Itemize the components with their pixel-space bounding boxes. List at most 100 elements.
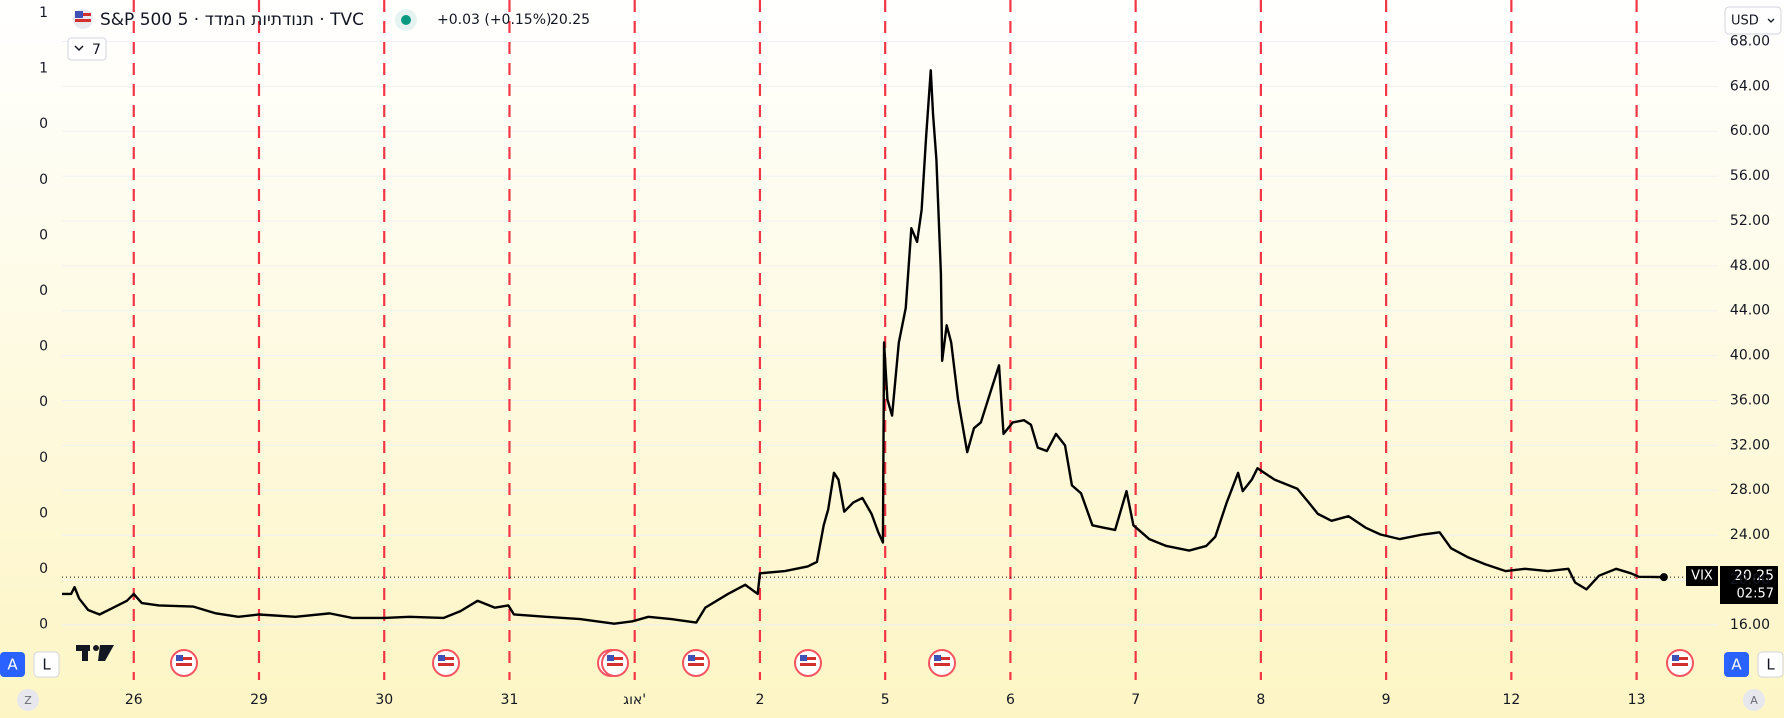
y-tick-label: 52.00: [1730, 213, 1770, 229]
left-axis-label: 0: [39, 227, 48, 243]
event-marker[interactable]: [432, 649, 460, 677]
flag-canton: [75, 11, 83, 18]
series-tag: [1686, 566, 1718, 586]
flag-stripe: [607, 663, 623, 666]
flag-canton: [438, 655, 445, 661]
button-label: A: [1750, 694, 1758, 707]
y-tick-label: 44.00: [1730, 303, 1770, 319]
flag-canton: [1672, 655, 1679, 661]
flag-canton: [934, 655, 941, 661]
y-tick-label: 20.00: [1730, 572, 1770, 588]
flag-stripe: [934, 657, 950, 660]
button-label: L: [42, 656, 51, 674]
left-axis-label: 0: [39, 283, 48, 299]
event-marker[interactable]: [682, 649, 710, 677]
logo-part: [93, 645, 99, 651]
x-tick-label: 26: [125, 692, 143, 708]
left-axis-label: 0: [39, 339, 48, 355]
log-scale-button[interactable]: [1757, 651, 1784, 678]
logo-part: [82, 645, 88, 661]
button-label: L: [1766, 656, 1775, 674]
symbol-title: S&P 500 תנודתיות המדד · 5 · TVC: [100, 10, 364, 30]
y-tick-label: 36.00: [1730, 392, 1770, 408]
x-tick-label: 2: [755, 692, 764, 708]
grid: [62, 0, 1718, 680]
y-tick-label: 28.00: [1730, 482, 1770, 498]
flag-stripe: [438, 663, 454, 666]
flag-stripe: [1672, 657, 1688, 660]
chevron: [74, 45, 84, 52]
y-tick-label: 48.00: [1730, 258, 1770, 274]
x-tick-label: 5: [881, 692, 890, 708]
y-tick-label: 40.00: [1730, 348, 1770, 364]
button-label: Z: [24, 694, 32, 707]
left-axis-label: 0: [39, 617, 48, 633]
flag-stripe: [176, 663, 192, 666]
y-tick-label: 16.00: [1730, 617, 1770, 633]
button-label: A: [1731, 656, 1742, 674]
status-dot: [401, 15, 411, 25]
currency-button[interactable]: [1724, 6, 1782, 35]
event-marker[interactable]: [601, 649, 629, 677]
left-axis-label: 0: [39, 450, 48, 466]
flag-canton: [607, 655, 614, 661]
axis-auto-button[interactable]: [1743, 689, 1765, 711]
header-price: 20.25: [550, 12, 590, 28]
y-tick-label: 56.00: [1730, 168, 1770, 184]
series-line: [62, 69, 1664, 625]
last-price: 20.25: [1734, 568, 1774, 584]
y-tick-label: 60.00: [1730, 123, 1770, 139]
flag-canton: [176, 655, 183, 661]
flag-stripe: [607, 657, 623, 660]
left-axis-label: 0: [39, 394, 48, 410]
y-tick-label: 32.00: [1730, 437, 1770, 453]
x-tick-label: 12: [1502, 692, 1520, 708]
flag-canton: [800, 655, 807, 661]
x-tick-label: 29: [250, 692, 268, 708]
left-axis-label: 1: [39, 61, 48, 77]
x-tick-label: 13: [1628, 692, 1646, 708]
auto-scale-button[interactable]: [1724, 652, 1749, 677]
left-axis-label: 0: [39, 116, 48, 132]
flag-stripe: [934, 663, 950, 666]
price-tag: [1720, 566, 1778, 604]
flag-stripe: [1672, 663, 1688, 666]
collapse-button[interactable]: [67, 37, 107, 61]
series-name: VIX: [1691, 569, 1713, 584]
button-label: A: [7, 656, 18, 674]
left-axis-label: 0: [39, 561, 48, 577]
price-change: +0.03 (+0.15%): [437, 12, 551, 28]
flag-stripe: [800, 657, 816, 660]
x-tick-label: 7: [1131, 692, 1140, 708]
flag-canton: [688, 655, 695, 661]
x-tick-label: 9: [1382, 692, 1391, 708]
x-tick-label: 8: [1256, 692, 1265, 708]
y-tick-label: 68.00: [1730, 34, 1770, 50]
event-marker[interactable]: [928, 649, 956, 677]
flag-stripe: [688, 663, 704, 666]
x-tick-label: 30: [375, 692, 393, 708]
zoom-button[interactable]: [17, 689, 39, 711]
event-marker[interactable]: [1666, 649, 1694, 677]
legend-header: S&P 500 תנודתיות המדד · 5 · TVC +0.03 (+…: [67, 9, 590, 61]
chevron: [1767, 18, 1775, 23]
x-tick-label: 6: [1006, 692, 1015, 708]
x-tick-label: 31: [501, 692, 519, 708]
left-axis-label: 0: [39, 505, 48, 521]
y-tick-label: 64.00: [1730, 78, 1770, 94]
countdown: 02:57: [1737, 587, 1774, 602]
left-axis-label: 0: [39, 172, 48, 188]
y-tick-label: 24.00: [1730, 527, 1770, 543]
event-marker[interactable]: [794, 649, 822, 677]
auto-scale-button[interactable]: [0, 652, 25, 677]
event-marker[interactable]: [170, 649, 198, 677]
logo: [76, 645, 114, 661]
indicator-count: 7: [92, 42, 101, 58]
log-scale-button[interactable]: [33, 651, 60, 678]
left-axis-label: 1: [39, 5, 48, 21]
flag-stripe: [438, 657, 454, 660]
flag-stripe: [688, 657, 704, 660]
